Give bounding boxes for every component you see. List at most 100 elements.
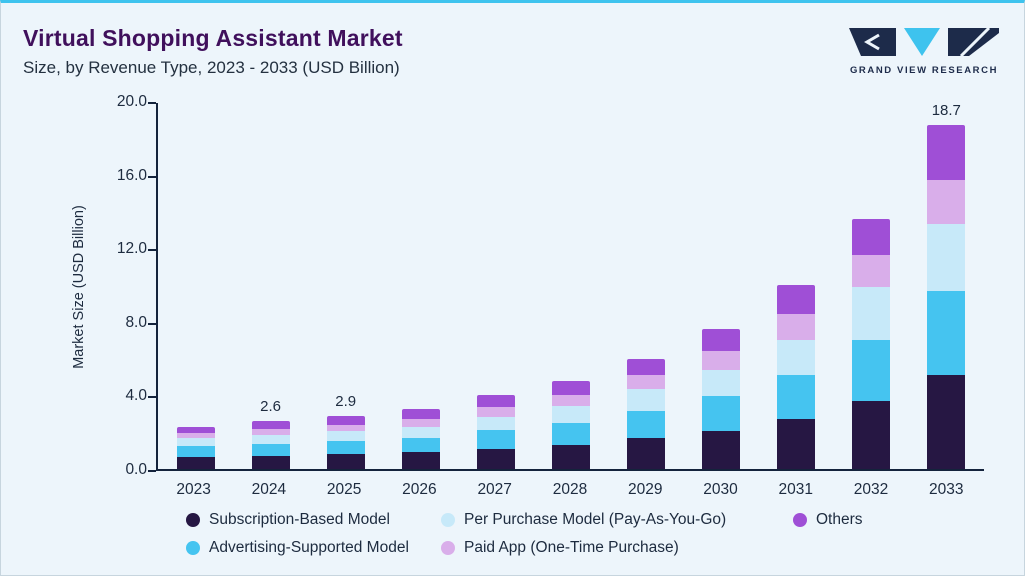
legend-row: Subscription-Based Model Per Purchase Mod…	[186, 511, 863, 529]
legend-label: Subscription-Based Model	[209, 511, 390, 528]
stacked-bar-2023	[176, 426, 215, 469]
bar-segment	[702, 351, 741, 370]
bar-segment	[702, 431, 741, 469]
bar-slot-2030	[684, 103, 759, 469]
bar-segment	[852, 340, 891, 401]
bar-segment	[251, 421, 290, 430]
bar-segment	[251, 444, 290, 457]
bar-segment	[777, 285, 816, 315]
bar-segment	[401, 452, 440, 469]
stacked-bar-2028	[551, 380, 590, 469]
y-tick-mark	[148, 175, 156, 178]
bar-segment	[852, 218, 891, 255]
y-tick-mark	[148, 249, 156, 252]
bar-segment	[927, 291, 966, 376]
bar-slot-2029	[609, 103, 684, 469]
plot-area: 2.6 2.9 18.7	[156, 102, 984, 471]
stacked-bar-2033	[927, 124, 966, 469]
bar-segment	[251, 434, 290, 445]
bar-segment	[401, 419, 440, 427]
logo-text: GRAND VIEW RESEARCH	[849, 65, 999, 76]
bar-slot-2031	[759, 103, 834, 469]
stacked-bar-2031	[777, 285, 816, 469]
stacked-bar-2030	[702, 329, 741, 469]
bar-segment	[476, 407, 515, 417]
bar-segment	[777, 314, 816, 341]
bar-segment	[927, 375, 966, 469]
stacked-bar-2026	[401, 409, 440, 469]
bar-segment	[777, 340, 816, 376]
logo-mark-icon	[849, 26, 999, 58]
bar-segment	[326, 431, 365, 442]
x-axis-label: 2031	[778, 481, 813, 498]
bar-slot-2032	[834, 103, 909, 469]
x-axis-label: 2032	[853, 481, 889, 498]
y-tick-mark	[148, 470, 156, 472]
bar-slot-2025: 2.9	[308, 103, 383, 469]
legend-label: Per Purchase Model (Pay-As-You-Go)	[464, 511, 727, 528]
bar-segment	[176, 446, 215, 458]
legend-swatch-icon	[441, 541, 455, 555]
bar-segment	[401, 437, 440, 453]
bar-segment	[551, 406, 590, 424]
bar-segment	[326, 441, 365, 455]
bar-segment	[702, 369, 741, 397]
bar-segment	[551, 395, 590, 407]
bar-segment	[852, 254, 891, 287]
bar-segment	[176, 426, 215, 434]
bar-segment	[927, 180, 966, 225]
legend-item: Others	[793, 511, 863, 529]
legend-row: Advertising-Supported Model Paid App (One…	[186, 539, 863, 557]
bar-segment	[551, 380, 590, 396]
y-tick-label: 0.0	[125, 461, 147, 478]
bar-segment	[852, 400, 891, 469]
y-tick-mark	[148, 102, 156, 104]
bar-value-label: 2.9	[335, 392, 357, 410]
stacked-bar-2032	[852, 218, 891, 469]
legend-item: Advertising-Supported Model	[186, 539, 441, 557]
page-title: Virtual Shopping Assistant Market	[23, 25, 403, 51]
y-tick-label: 12.0	[116, 240, 147, 258]
bar-segment	[777, 375, 816, 420]
grand-view-research-logo: GRAND VIEW RESEARCH	[848, 26, 1000, 76]
bar-slot-2026	[383, 103, 458, 469]
bar-segment	[777, 419, 816, 469]
legend-item: Subscription-Based Model	[186, 511, 441, 529]
legend-label: Paid App (One-Time Purchase)	[464, 539, 679, 556]
bar-segment	[476, 430, 515, 449]
bar-segment	[176, 433, 215, 438]
bar-segment	[627, 375, 665, 389]
page-subtitle: Size, by Revenue Type, 2023 - 2033 (USD …	[23, 58, 400, 77]
bar-segment	[326, 424, 365, 432]
legend-swatch-icon	[186, 513, 200, 527]
y-tick-mark	[148, 322, 156, 325]
bar-slot-2028	[533, 103, 608, 469]
legend-swatch-icon	[186, 541, 200, 555]
y-tick-label: 16.0	[116, 166, 147, 184]
bar-segment	[627, 388, 665, 412]
stacked-bar-2027	[476, 395, 515, 469]
legend-item: Per Purchase Model (Pay-As-You-Go)	[441, 511, 793, 529]
bar-slot-2027	[458, 103, 533, 469]
x-axis-label: 2028	[552, 481, 588, 498]
legend-label: Others	[816, 511, 863, 528]
x-axis-label: 2024	[251, 481, 287, 498]
bar-segment	[251, 456, 290, 469]
bar-slot-2033: 18.7	[909, 102, 984, 469]
y-tick-label: 8.0	[125, 313, 147, 331]
bar-segment	[627, 411, 665, 438]
x-axis-label: 2030	[703, 481, 738, 498]
bar-segment	[702, 396, 741, 432]
bar-segment	[401, 426, 440, 438]
legend-label: Advertising-Supported Model	[209, 539, 409, 556]
bar-segment	[927, 224, 966, 292]
bar-segment	[176, 437, 215, 447]
bar-segment	[401, 409, 440, 420]
bar-segment	[476, 395, 515, 408]
bar-segment	[476, 448, 515, 469]
chart-header: Virtual Shopping Assistant Market Size, …	[23, 25, 403, 78]
legend-swatch-icon	[441, 513, 455, 527]
legend: Subscription-Based Model Per Purchase Mod…	[186, 511, 863, 567]
bar-segment	[627, 437, 665, 469]
